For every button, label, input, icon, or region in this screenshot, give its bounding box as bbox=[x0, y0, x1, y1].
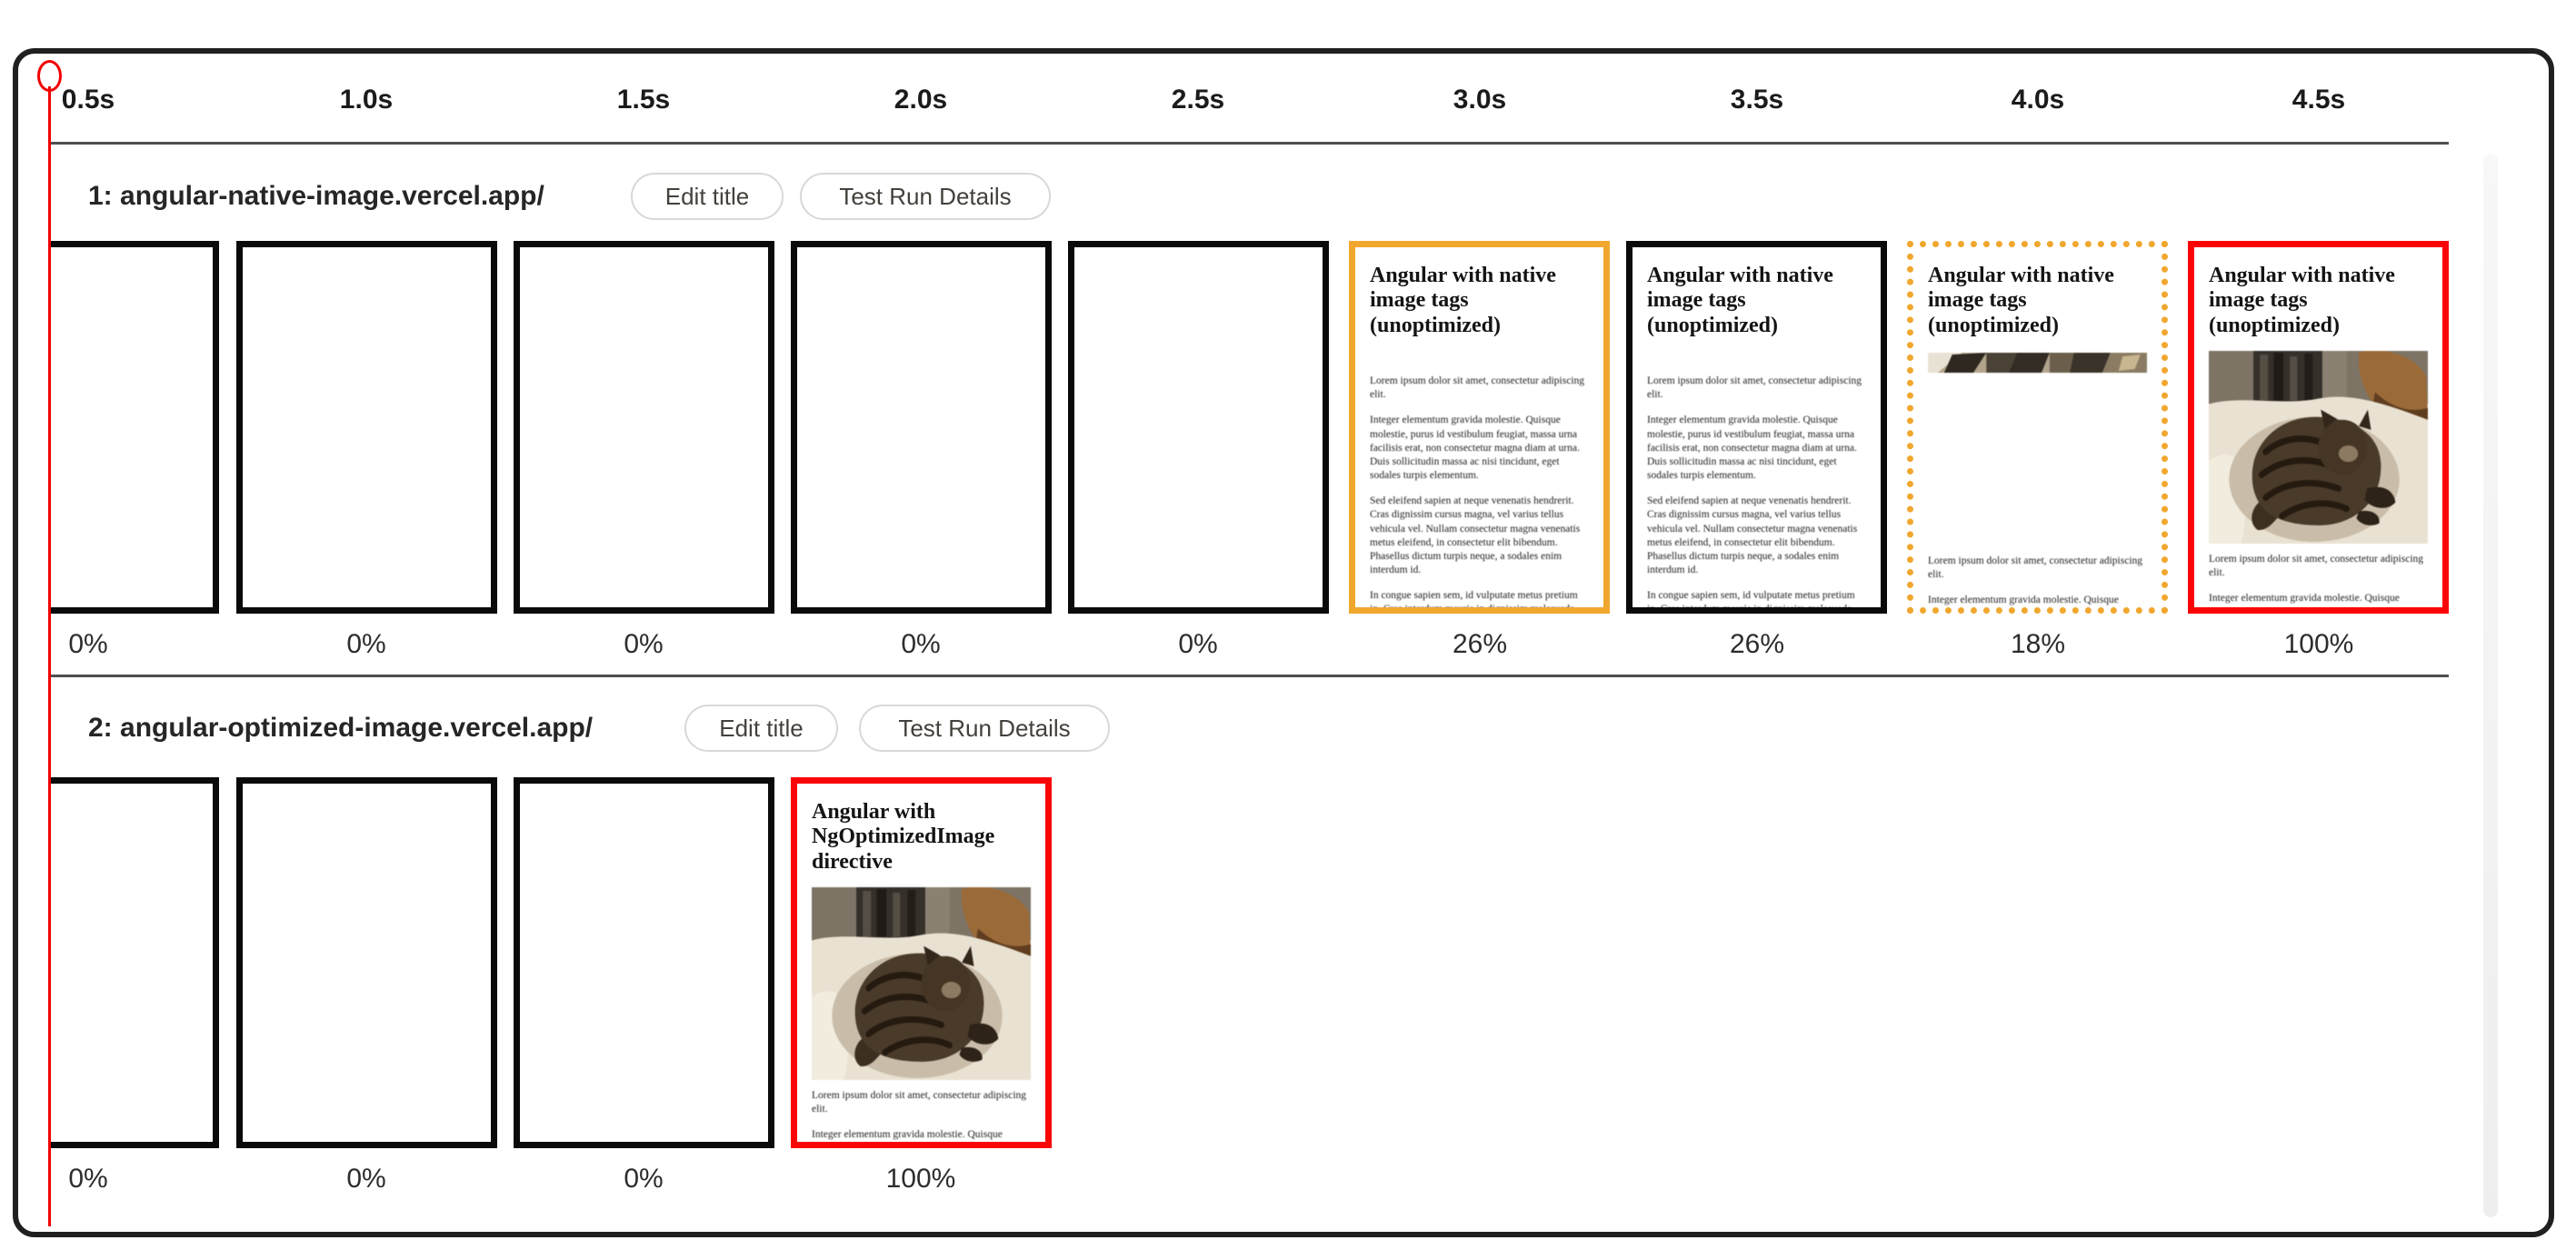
filmstrip-frame[interactable] bbox=[49, 241, 219, 614]
thumb-paragraph: Sed eleifend sapien at neque venenatis h… bbox=[1370, 495, 1581, 576]
filmstrip-frame[interactable]: Angular with native image tags (unoptimi… bbox=[1626, 241, 1887, 614]
filmstrip-frame[interactable] bbox=[1068, 241, 1329, 614]
cat-photo bbox=[2209, 351, 2428, 545]
page-thumbnail: Angular with native image tags (unoptimi… bbox=[1355, 247, 1603, 607]
test-run-details-button[interactable]: Test Run Details bbox=[859, 705, 1110, 752]
scrollbar[interactable] bbox=[2483, 154, 2498, 1217]
thumb-heading: Angular with native image tags (unoptimi… bbox=[1647, 264, 1833, 337]
time-label: 2.5s bbox=[1171, 85, 1225, 115]
thumb-paragraph: Integer elementum gravida molestie. Quis… bbox=[1647, 415, 1857, 482]
thumb-heading: Angular with NgOptimizedImage directive bbox=[812, 800, 995, 874]
progress-label: 0% bbox=[68, 1164, 108, 1194]
filmstrip-frame[interactable]: Angular with native image tags (unoptimi… bbox=[2188, 241, 2449, 614]
progress-label: 26% bbox=[1729, 629, 1785, 659]
page-thumbnail: Angular with native image tags (unoptimi… bbox=[2194, 247, 2442, 607]
thumb-paragraph: Lorem ipsum dolor sit amet, consectetur … bbox=[812, 1090, 1027, 1115]
time-label: 4.0s bbox=[2011, 85, 2065, 115]
thumb-heading: Angular with native image tags (unoptimi… bbox=[2209, 264, 2395, 337]
edit-title-button[interactable]: Edit title bbox=[684, 705, 838, 752]
thumb-paragraph: In congue sapien sem, id vulputate metus… bbox=[1647, 590, 1855, 614]
thumb-heading: Angular with native image tags (unoptimi… bbox=[1928, 264, 2114, 337]
edit-title-button[interactable]: Edit title bbox=[631, 173, 784, 220]
time-label: 4.5s bbox=[2291, 85, 2346, 115]
cat-photo bbox=[812, 887, 1031, 1081]
filmstrip-area: 0.5s 1.0s 1.5s 2.0s 2.5s 3.0s 3.5s 4.0s … bbox=[49, 54, 2469, 1232]
filmstrip-frame[interactable] bbox=[49, 777, 219, 1148]
thumb-paragraph: Sed eleifend sapien at neque venenatis h… bbox=[1647, 495, 1858, 576]
progress-label: 0% bbox=[68, 629, 108, 659]
time-label: 0.5s bbox=[61, 85, 115, 115]
page-thumbnail: Angular with native image tags (unoptimi… bbox=[1632, 247, 1881, 607]
thumb-paragraph: Lorem ipsum dolor sit amet, consectetur … bbox=[1370, 375, 1585, 401]
thumb-paragraph: In congue sapien sem, id vulputate metus… bbox=[1370, 590, 1578, 614]
thumb-bottom-text: Lorem ipsum dolor sit amet, consectetur … bbox=[1928, 555, 2147, 607]
run-title: 1: angular-native-image.vercel.app/ bbox=[88, 181, 544, 211]
filmstrip-frame[interactable]: Angular with native image tags (unoptimi… bbox=[1349, 241, 1610, 614]
progress-label: 0% bbox=[901, 629, 941, 659]
thumb-paragraph: Lorem ipsum dolor sit amet, consectetur … bbox=[2209, 554, 2424, 579]
comparison-panel: 0.5s 1.0s 1.5s 2.0s 2.5s 3.0s 3.5s 4.0s … bbox=[13, 48, 2554, 1237]
progress-label: 0% bbox=[346, 629, 386, 659]
filmstrip-frame[interactable] bbox=[791, 241, 1052, 614]
time-label: 1.5s bbox=[616, 85, 671, 115]
page-thumbnail: Angular with native image tags (unoptimi… bbox=[1913, 247, 2162, 607]
thumb-paragraph: Lorem ipsum dolor sit amet, consectetur … bbox=[1647, 375, 1862, 401]
divider bbox=[49, 675, 2449, 677]
divider bbox=[49, 142, 2449, 145]
progress-label: 100% bbox=[885, 1164, 956, 1194]
filmstrip-frame[interactable]: Angular with native image tags (unoptimi… bbox=[1907, 241, 2168, 614]
filmstrip-frame[interactable]: Angular with NgOptimizedImage directive bbox=[791, 777, 1052, 1148]
progress-label: 26% bbox=[1452, 629, 1508, 659]
filmstrip-frame[interactable] bbox=[236, 777, 497, 1148]
filmstrip-frame[interactable] bbox=[514, 241, 774, 614]
filmstrip-frame[interactable] bbox=[514, 777, 774, 1148]
time-label: 3.0s bbox=[1453, 85, 1507, 115]
timeline-marker-handle[interactable] bbox=[37, 60, 62, 92]
progress-label: 0% bbox=[1178, 629, 1218, 659]
thumb-paragraph: Integer elementum gravida molestie. Quis… bbox=[1928, 595, 2119, 606]
thumb-paragraph: Lorem ipsum dolor sit amet, consectetur … bbox=[1928, 555, 2143, 581]
thumb-paragraph: Integer elementum gravida molestie. Quis… bbox=[2209, 593, 2417, 614]
time-label: 1.0s bbox=[339, 85, 394, 115]
time-label: 3.5s bbox=[1730, 85, 1784, 115]
progress-label: 100% bbox=[2283, 629, 2354, 659]
progress-label: 0% bbox=[624, 1164, 664, 1194]
timeline-marker-line bbox=[48, 86, 51, 1226]
run-title: 2: angular-optimized-image.vercel.app/ bbox=[88, 713, 594, 743]
thumb-paragraph: Integer elementum gravida molestie. Quis… bbox=[1370, 415, 1580, 482]
page-thumbnail: Angular with NgOptimizedImage directive bbox=[797, 784, 1045, 1142]
filmstrip-frame[interactable] bbox=[236, 241, 497, 614]
thumb-paragraph: Integer elementum gravida molestie. Quis… bbox=[812, 1129, 1003, 1141]
progress-label: 18% bbox=[2010, 629, 2066, 659]
time-label: 2.0s bbox=[894, 85, 948, 115]
test-run-details-button[interactable]: Test Run Details bbox=[800, 173, 1051, 220]
progress-label: 0% bbox=[346, 1164, 386, 1194]
progress-label: 0% bbox=[624, 629, 664, 659]
thumb-heading: Angular with native image tags (unoptimi… bbox=[1370, 264, 1556, 337]
partially-loaded-image bbox=[1928, 353, 2147, 374]
